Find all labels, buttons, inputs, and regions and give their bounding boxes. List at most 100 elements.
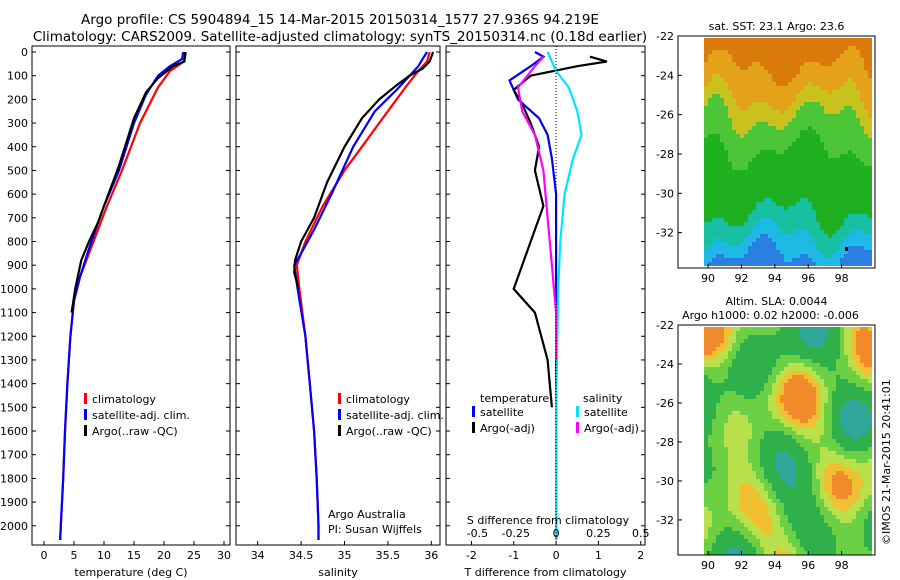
- sla-map-cell: [768, 351, 772, 355]
- sla-map-cell: [724, 407, 728, 411]
- sla-map-cell: [812, 419, 816, 423]
- sst-map-cell: [796, 46, 800, 50]
- sst-map-cell: [788, 154, 792, 158]
- sst-map-cell: [720, 174, 724, 178]
- sst-map-cell: [800, 78, 804, 82]
- sla-map-cell: [812, 391, 816, 395]
- sla-map-cell: [772, 411, 776, 415]
- sla-map-cell: [768, 483, 772, 487]
- sst-map-cell: [848, 198, 852, 202]
- sst-map-cell: [728, 250, 732, 254]
- sla-map-cell: [796, 443, 800, 447]
- sla-map-cell: [868, 439, 872, 443]
- sst-map-cell: [708, 158, 712, 162]
- legend-label: satellite-adj. clim.: [346, 409, 444, 422]
- difference-frame: [445, 45, 646, 546]
- sla-map-cell: [756, 515, 760, 519]
- sla-map-cell: [824, 327, 828, 331]
- sst-map-cell: [824, 222, 828, 226]
- sla-map-cell: [752, 455, 756, 459]
- sla-map-cell: [712, 531, 716, 535]
- sst-map-cell: [816, 194, 820, 198]
- difference-series-3: [516, 55, 558, 360]
- sla-map-cell: [836, 523, 840, 527]
- sla-map-cell: [720, 547, 724, 551]
- sla-map-cell: [868, 523, 872, 527]
- sst-map-cell: [728, 206, 732, 210]
- sst-map-cell: [716, 118, 720, 122]
- sst-map-cell: [756, 114, 760, 118]
- sla-map-cell: [748, 371, 752, 375]
- sla-map-cell: [856, 327, 860, 331]
- sla-map-cell: [708, 495, 712, 499]
- sla-map-cell: [712, 495, 716, 499]
- sst-map-cell: [744, 250, 748, 254]
- sst-map-cell: [808, 206, 812, 210]
- sst-map-cell: [772, 182, 776, 186]
- sla-map-cell: [760, 507, 764, 511]
- sst-map-cell: [792, 42, 796, 46]
- sst-map-cell: [704, 170, 708, 174]
- sla-map-cell: [812, 531, 816, 535]
- sst-map-cell: [816, 110, 820, 114]
- sst-map-cell: [736, 162, 740, 166]
- sst-map-cell: [724, 90, 728, 94]
- sla-map-cell: [856, 371, 860, 375]
- sst-map-cell: [752, 50, 756, 54]
- sla-map-cell: [720, 415, 724, 419]
- sla-map-cell: [776, 383, 780, 387]
- sst-map-cell: [868, 162, 872, 166]
- sla-map-cell: [836, 351, 840, 355]
- sst-map-cell: [804, 94, 808, 98]
- sla-map-cell: [868, 543, 872, 547]
- sst-map-cell: [740, 150, 744, 154]
- sst-map-cell: [712, 154, 716, 158]
- sla-map-cell: [728, 335, 732, 339]
- sla-map-cell: [796, 439, 800, 443]
- sst-map-cell: [848, 90, 852, 94]
- sla-map-cell: [760, 419, 764, 423]
- sst-map-cell: [868, 262, 872, 266]
- sst-map-cell: [784, 130, 788, 134]
- sla-map-cell: [792, 351, 796, 355]
- sla-map-cell: [796, 527, 800, 531]
- sst-map-cell: [828, 70, 832, 74]
- sst-map-cell: [744, 158, 748, 162]
- sst-map-cell: [852, 82, 856, 86]
- sla-map-cell: [764, 379, 768, 383]
- sla-map-cell: [860, 507, 864, 511]
- sla-map-cell: [736, 419, 740, 423]
- sla-map-cell: [832, 483, 836, 487]
- sla-map-cell: [748, 383, 752, 387]
- sla-map-cell: [844, 539, 848, 543]
- sla-map-cell: [824, 487, 828, 491]
- sst-map-cell: [804, 174, 808, 178]
- sst-map-cell: [748, 126, 752, 130]
- sst-map-cell: [756, 42, 760, 46]
- sst-map-cell: [852, 214, 856, 218]
- sla-map-cell: [784, 431, 788, 435]
- sst-map-cell: [848, 146, 852, 150]
- sst-map-cell: [740, 246, 744, 250]
- sla-map-cell: [776, 463, 780, 467]
- sla-map-cell: [868, 519, 872, 523]
- sst-map-cell: [864, 166, 868, 170]
- sla-map-cell: [708, 399, 712, 403]
- sla-map-cell: [716, 367, 720, 371]
- sla-map-cell: [844, 347, 848, 351]
- sla-map-cell: [716, 427, 720, 431]
- sst-map-cell: [788, 130, 792, 134]
- sla-map-cell: [812, 339, 816, 343]
- sla-map-cell: [804, 459, 808, 463]
- sst-map-cell: [724, 166, 728, 170]
- sst-map-cell: [808, 90, 812, 94]
- sst-map-cell: [732, 162, 736, 166]
- sla-map-cell: [768, 411, 772, 415]
- sla-map-cell: [756, 463, 760, 467]
- sla-map-cell: [768, 515, 772, 519]
- sla-map-cell: [828, 527, 832, 531]
- sla-map-cell: [856, 419, 860, 423]
- sla-map-cell: [812, 455, 816, 459]
- sst-map-cell: [848, 66, 852, 70]
- sst-map-cell: [756, 38, 760, 42]
